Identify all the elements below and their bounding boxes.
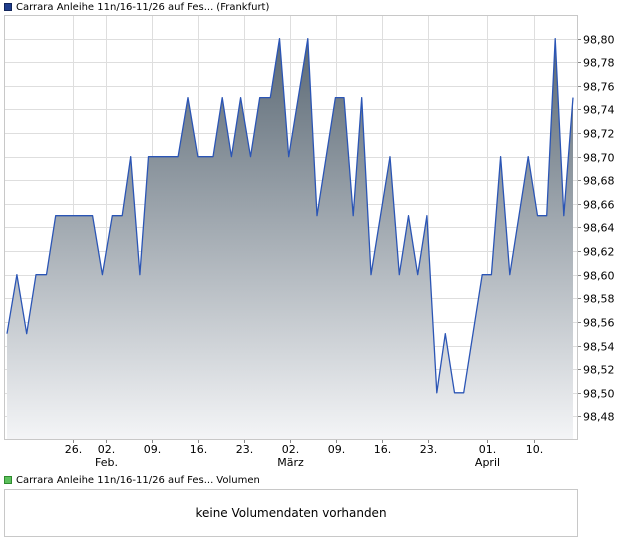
price-chart: 98,48 98,50 98,52 98,54 98,56 98,58 98,60 98,62… xyxy=(4,15,615,469)
y-tick-label: 98,76 xyxy=(583,81,615,94)
y-tick-label: 98,80 xyxy=(583,34,615,47)
y-tick-label: 98,70 xyxy=(583,152,615,165)
price-exchange-label: (Frankfurt) xyxy=(216,1,270,13)
y-tick-label: 98,50 xyxy=(583,388,615,401)
y-tick-label: 98,68 xyxy=(583,175,615,188)
volume-label: Volumen xyxy=(216,474,260,486)
price-area xyxy=(7,38,573,440)
volume-legend-swatch xyxy=(4,476,12,484)
y-tick-label: 98,48 xyxy=(583,411,615,424)
x-tick-label: 16. xyxy=(190,443,208,456)
y-tick-label: 98,52 xyxy=(583,364,615,377)
x-tick-label: 16. xyxy=(374,443,392,456)
price-line xyxy=(6,37,574,394)
x-tick-label: 09. xyxy=(144,443,162,456)
y-tick-label: 98,54 xyxy=(583,341,615,354)
x-tick-label: 01. xyxy=(479,443,497,456)
y-tick-label: 98,66 xyxy=(583,199,615,212)
y-tick-label: 98,64 xyxy=(583,222,615,235)
y-tick-label: 98,56 xyxy=(583,317,615,330)
price-legend-swatch xyxy=(4,3,12,11)
y-tick-label: 98,78 xyxy=(583,57,615,70)
plot-frame xyxy=(4,15,578,440)
x-month-label: April xyxy=(475,456,500,469)
x-tick-label: 26. xyxy=(65,443,83,456)
x-tick-label: 02. xyxy=(98,443,116,456)
y-tick-label: 98,60 xyxy=(583,270,615,283)
no-volume-message: keine Volumendaten vorhanden xyxy=(195,506,387,520)
volume-panel: keine Volumendaten vorhanden xyxy=(4,489,578,537)
x-tick-label: 09. xyxy=(328,443,346,456)
volume-legend: Carrara Anleihe 11n/16-11/26 auf Fes... … xyxy=(4,473,260,487)
price-legend: Carrara Anleihe 11n/16-11/26 auf Fes... … xyxy=(4,0,269,14)
y-tick-label: 98,74 xyxy=(583,104,615,117)
x-month-label: Feb. xyxy=(95,456,118,469)
x-month-label: März xyxy=(277,456,304,469)
x-tick-label: 23. xyxy=(420,443,438,456)
y-tick-label: 98,62 xyxy=(583,246,615,259)
price-series-name: Carrara Anleihe 11n/16-11/26 auf Fes... xyxy=(16,1,214,13)
y-tick-label: 98,58 xyxy=(583,293,615,306)
x-tick-label: 02. xyxy=(282,443,300,456)
x-tick-label: 10. xyxy=(526,443,544,456)
y-tick-label: 98,72 xyxy=(583,128,615,141)
volume-series-name: Carrara Anleihe 11n/16-11/26 auf Fes... xyxy=(16,474,214,486)
x-tick-label: 23. xyxy=(236,443,254,456)
